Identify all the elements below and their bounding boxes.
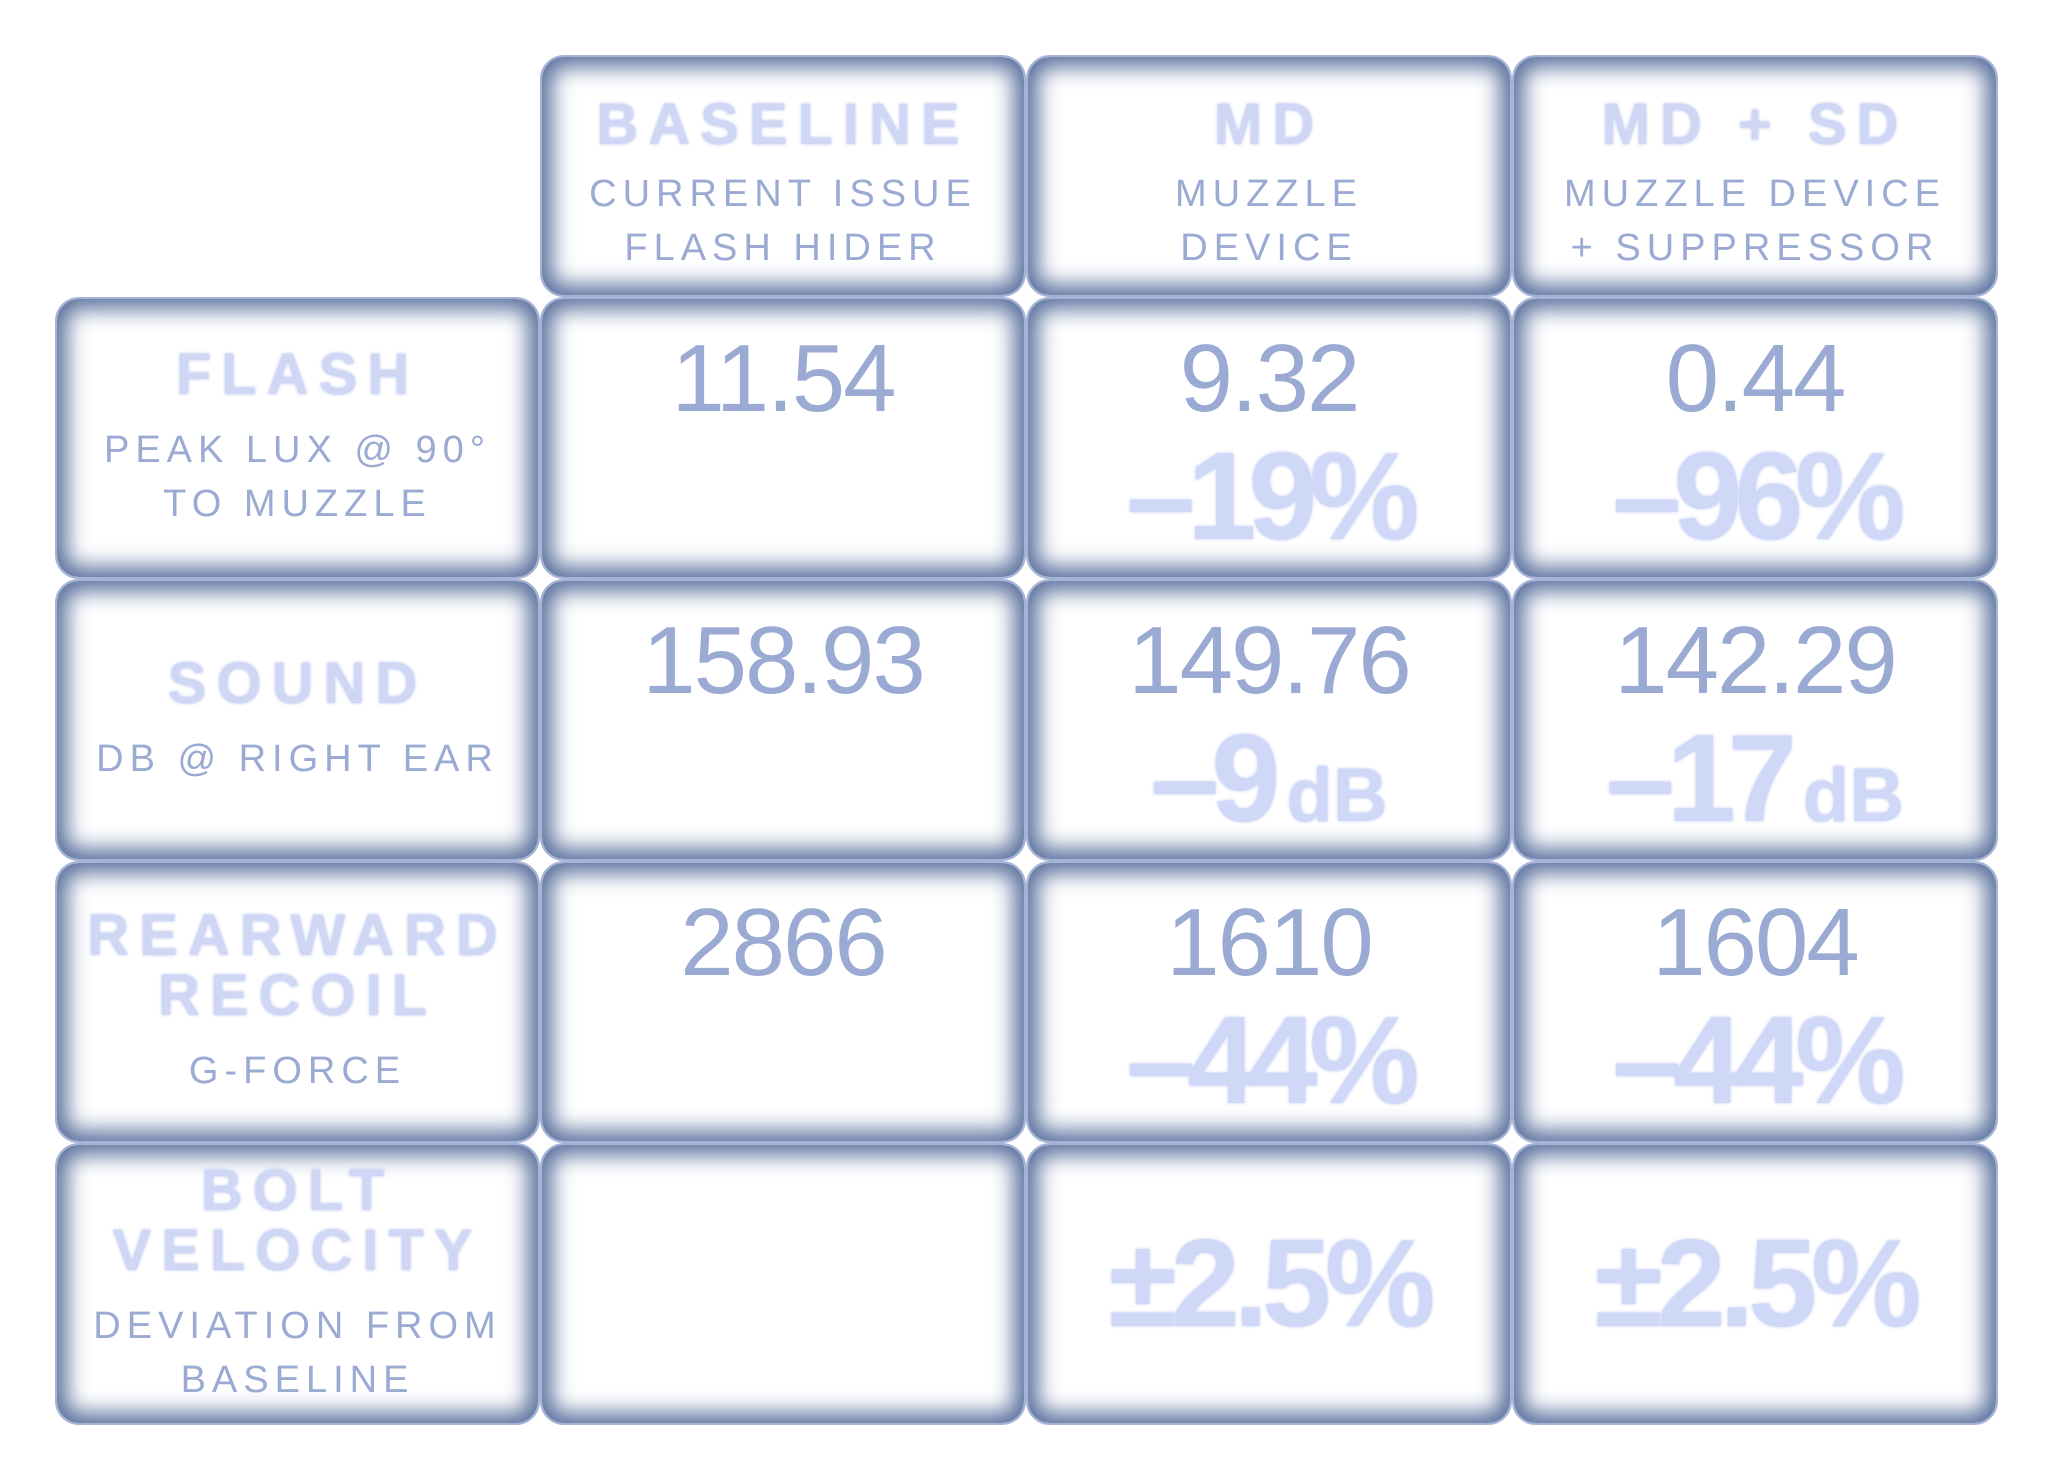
flash-md-cell: 9.32 –19%	[1026, 297, 1512, 579]
row-header-sound: SOUND DB @ RIGHT EAR	[55, 579, 540, 861]
change-percent: –96%	[1612, 428, 1905, 566]
row-title: SOUND	[167, 651, 428, 716]
row-subtitle: DEVIATION FROM	[93, 1305, 502, 1347]
value: 149.76	[1128, 607, 1412, 714]
column-header-md: MD MUZZLE DEVICE	[1026, 55, 1512, 297]
column-title: BASELINE	[596, 92, 970, 157]
column-title: MD + SD	[1601, 92, 1909, 157]
deviation-value: ±2.5%	[1594, 1215, 1922, 1353]
flash-baseline-cell: 11.54	[540, 297, 1026, 579]
column-subtitle: MUZZLE	[1175, 173, 1363, 215]
column-subtitle: MUZZLE DEVICE	[1563, 173, 1947, 215]
row-header-flash: FLASH PEAK LUX @ 90° TO MUZZLE	[55, 297, 540, 579]
row-subtitle: G-FORCE	[188, 1050, 407, 1092]
sound-md-cell: 149.76 –9 dB	[1026, 579, 1512, 861]
recoil-md-sd-cell: 1604 –44%	[1512, 861, 1998, 1143]
delta-number: –9	[1150, 710, 1280, 848]
column-header-baseline: BASELINE CURRENT ISSUE FLASH HIDER	[540, 55, 1026, 297]
column-subtitle: DEVICE	[1180, 227, 1358, 269]
bolt-md-cell: ±2.5%	[1026, 1143, 1512, 1425]
bolt-baseline-cell	[540, 1143, 1026, 1425]
bolt-md-sd-cell: ±2.5%	[1512, 1143, 1998, 1425]
column-title: MD	[1213, 92, 1325, 157]
change-db: –9 dB	[1150, 717, 1387, 858]
column-subtitle: + SUPPRESSOR	[1570, 227, 1940, 269]
value: 142.29	[1614, 607, 1898, 714]
sound-baseline-cell: 158.93	[540, 579, 1026, 861]
row-header-bolt-velocity: BOLT VELOCITY DEVIATION FROM BASELINE	[55, 1143, 540, 1425]
row-header-rearward-recoil: REARWARD RECOIL G-FORCE	[55, 861, 540, 1143]
change-percent: –44%	[1126, 992, 1419, 1130]
row-subtitle: PEAK LUX @ 90°	[103, 429, 492, 471]
row-subtitle: BASELINE	[180, 1359, 415, 1401]
delta-unit: dB	[1802, 753, 1905, 838]
value: 11.54	[671, 325, 896, 432]
change-percent: –44%	[1612, 992, 1905, 1130]
change-percent: –19%	[1126, 428, 1419, 566]
row-title: BOLT	[200, 1158, 395, 1223]
delta-number: –17	[1605, 710, 1797, 848]
value: 9.32	[1179, 325, 1361, 432]
sound-md-sd-cell: 142.29 –17 dB	[1512, 579, 1998, 861]
row-title: RECOIL	[157, 963, 438, 1028]
row-title: FLASH	[175, 342, 420, 407]
value: 1610	[1166, 889, 1374, 996]
value: 1604	[1652, 889, 1860, 996]
deviation-value: ±2.5%	[1108, 1215, 1436, 1353]
value: 158.93	[642, 607, 926, 714]
row-subtitle: DB @ RIGHT EAR	[96, 738, 499, 780]
row-title: REARWARD	[87, 903, 508, 968]
column-header-md-sd: MD + SD MUZZLE DEVICE + SUPPRESSOR	[1512, 55, 1998, 297]
value: 0.44	[1665, 325, 1847, 432]
row-title: VELOCITY	[112, 1218, 483, 1283]
recoil-md-cell: 1610 –44%	[1026, 861, 1512, 1143]
column-subtitle: FLASH HIDER	[624, 227, 942, 269]
value: 2866	[680, 889, 888, 996]
recoil-baseline-cell: 2866	[540, 861, 1026, 1143]
change-db: –17 dB	[1606, 717, 1904, 858]
flash-md-sd-cell: 0.44 –96%	[1512, 297, 1998, 579]
delta-unit: dB	[1286, 753, 1388, 838]
column-subtitle: CURRENT ISSUE	[589, 173, 977, 215]
row-subtitle: TO MUZZLE	[163, 483, 432, 525]
